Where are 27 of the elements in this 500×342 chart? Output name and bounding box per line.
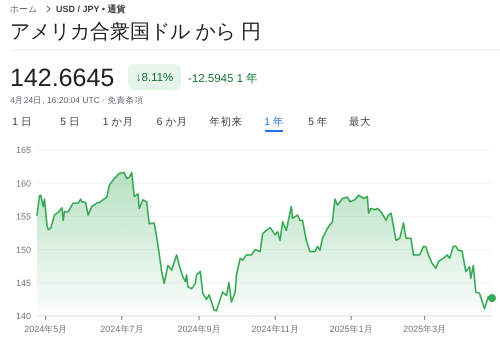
text: 最大 <box>349 115 371 128</box>
text: 142.6645 <box>10 64 114 92</box>
text: 5 年 <box>308 116 328 128</box>
x-tick-label: 2024年11月 <box>251 324 299 334</box>
x-tick-label: 2025年1月 <box>330 324 373 334</box>
text: 年初来 <box>210 115 242 128</box>
y-tick-label: 155 <box>16 212 31 222</box>
y-tick-label: 160 <box>16 178 31 188</box>
chart-title: アメリカ合衆国ドル から 円 <box>10 21 262 43</box>
text: 6 か月 <box>156 116 188 128</box>
text: ↓8.11% <box>136 72 174 84</box>
y-tick-label: 140 <box>16 311 31 322</box>
text: ホーム <box>10 4 37 14</box>
text: 1 か月 <box>102 116 134 128</box>
x-tick-label: 2025年3月 <box>403 324 446 334</box>
y-tick-label: 145 <box>16 278 31 288</box>
x-tick-label: 2024年7月 <box>100 324 144 334</box>
text: 5 日 <box>60 116 80 128</box>
text: 1 日 <box>12 116 32 128</box>
text: USD / JPY • 通貨 <box>56 4 126 14</box>
x-tick-label: 2024年5月 <box>24 324 68 334</box>
x-tick-label: 2024年9月 <box>178 324 221 334</box>
y-tick-label: 150 <box>16 244 31 255</box>
y-tick-label: 165 <box>16 145 31 156</box>
text: 4月24日, 16:20:04 UTC · 免責条項 <box>10 95 144 105</box>
text: -12.5945 1 年 <box>188 72 258 85</box>
text: 1 年 <box>264 116 284 128</box>
